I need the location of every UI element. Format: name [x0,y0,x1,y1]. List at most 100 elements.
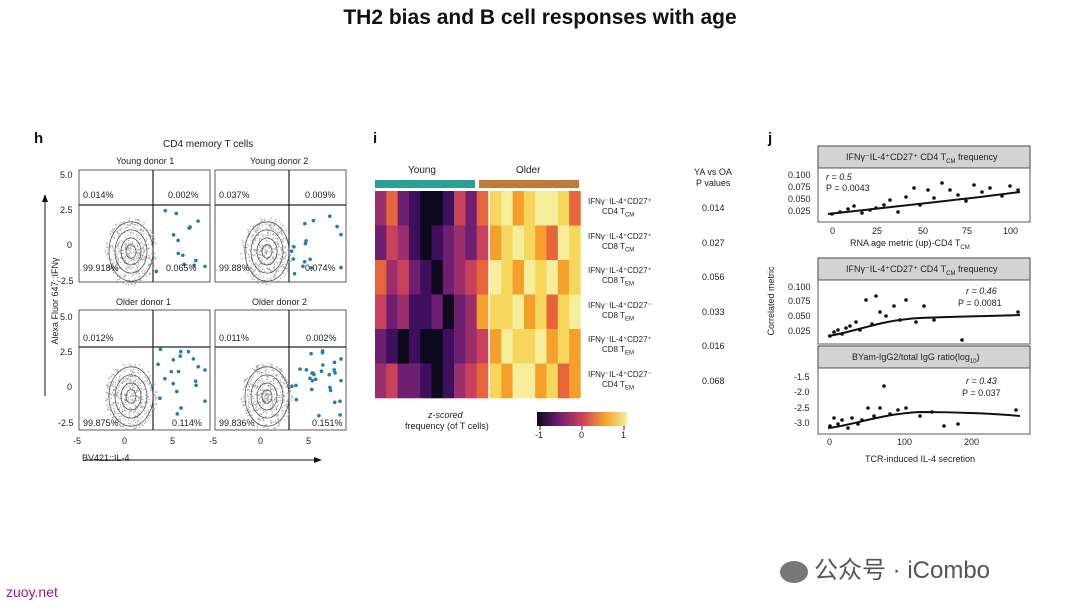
flow-event [130,234,132,236]
flow-contour [244,366,290,427]
flow-event [265,390,268,392]
flow-event [284,252,286,254]
flow-event [259,263,261,266]
flow-event [255,364,257,367]
flow-event [139,382,141,384]
il4-positive-event [317,413,321,418]
flow-event [255,386,258,389]
flow-event [130,375,133,378]
flow-event [136,229,139,231]
flow-event [275,237,277,239]
flow-event [112,389,115,391]
flow-event [272,256,274,258]
h-xtick: 0 [258,436,264,446]
flow-event [138,426,141,429]
flow-event [119,406,122,408]
flow-event [272,380,275,382]
heatmap-cell [408,363,421,399]
heatmap-cell [431,260,444,295]
flow-event [130,364,132,367]
flow-event [278,396,280,399]
flow-event [126,252,129,255]
heatmap-cell [546,260,559,295]
flow-event [250,225,252,227]
flow-event [285,267,288,270]
flow-event [274,276,276,279]
flow-event [119,275,122,277]
flow-event [132,400,134,402]
flow-event [115,223,118,225]
flow-event [283,399,285,401]
flow-event [263,262,266,264]
flow-contour [256,382,278,411]
flow-event [259,220,262,223]
flow-event [119,415,121,418]
flow-event [135,270,137,272]
scatter-point-1 [956,193,960,197]
flow-event [280,226,283,228]
j3-ytick: -1.5 [794,372,810,382]
heatmap-cell [523,260,536,295]
flow-event [144,422,146,424]
flow-event [117,418,119,421]
flow-event [129,224,132,227]
flow-event [138,379,140,381]
scatter-point-1 [940,181,944,185]
flow-event [137,251,139,254]
heatmap-cell [386,294,398,330]
flow-event [142,243,144,245]
heatmap-cell [546,363,559,399]
flow-event [120,419,122,422]
flow-event [278,424,280,426]
flow-event [257,279,259,281]
heatmap-cell [397,260,410,295]
flow-event [137,419,139,422]
flow-event [256,366,259,369]
flow-event [252,421,254,423]
flow-event [124,259,126,261]
flow-event [255,366,258,369]
flow-event [280,232,283,234]
scatter-point-1 [846,207,850,211]
scatter-point-1 [988,186,992,190]
flow-event [272,276,275,278]
flow-event [137,275,140,278]
flow-event [247,232,249,234]
flow-event [134,379,136,381]
flow-event [251,236,253,238]
heatmap-cell [465,191,477,226]
flow-event [245,269,247,271]
older-group-bar [479,180,579,188]
heatmap-cell [386,329,398,364]
heatmap-cell [512,329,525,364]
flow-event [277,246,279,249]
flow-event [268,384,270,387]
flow-event [272,373,274,376]
flow-event [247,388,249,390]
flow-event [280,394,283,396]
scatter-point-3 [942,424,946,428]
flow-event [136,256,138,258]
flow-event [273,248,275,250]
il4-positive-event [203,368,207,372]
flow-event [279,277,281,280]
heatmap-cell [408,294,421,330]
flow-event [125,378,128,380]
flow-event [252,409,254,411]
flow-event [138,249,141,251]
heatmap-cell [375,260,387,295]
flow-event [118,247,120,250]
flow-event [133,223,136,226]
h-x-axis-label: BV421::IL-4 [82,453,130,463]
heatmap-cell [490,329,502,364]
heatmap-cell [420,363,432,399]
flow-event [269,387,271,389]
flow-event [269,388,272,391]
flow-event [266,368,268,370]
flow-event [275,396,277,399]
flow-event [137,254,139,257]
flow-event [155,243,157,245]
flow-event [285,400,288,402]
flow-event [271,364,274,367]
flow-event [107,409,109,411]
